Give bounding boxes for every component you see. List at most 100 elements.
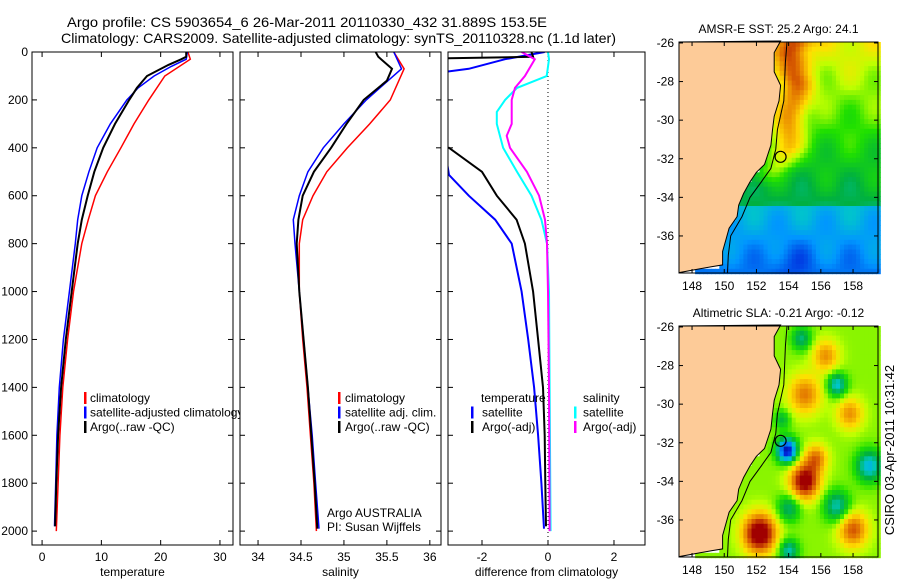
sla-cell <box>799 490 805 496</box>
sst-cell <box>779 268 785 275</box>
sst-cell <box>771 157 777 164</box>
sla-cell <box>815 403 821 409</box>
sla-cell <box>860 388 865 395</box>
sst-cell <box>751 215 757 222</box>
sla-cell <box>779 523 785 530</box>
sst-cell <box>815 148 821 154</box>
sst-cell <box>848 172 853 178</box>
sla-cell <box>767 465 773 472</box>
sst-cell <box>799 162 805 168</box>
sst-cell <box>787 181 793 188</box>
sla-cell <box>811 480 817 486</box>
sst-cell <box>836 157 841 164</box>
sst-cell <box>775 148 781 154</box>
sla-cell <box>836 533 841 539</box>
sla-cell <box>783 523 789 530</box>
sla-cell <box>803 480 809 486</box>
sst-cell <box>848 239 853 246</box>
sst-cell <box>799 181 805 188</box>
sst-cell <box>860 268 865 275</box>
sla-cell <box>852 403 857 409</box>
sla-cell <box>771 475 777 481</box>
sla-cell <box>775 465 781 472</box>
sst-cell <box>811 157 817 164</box>
sst-cell <box>787 244 793 250</box>
sst-cell <box>823 42 829 48</box>
sla-cell <box>811 422 817 428</box>
sst-cell <box>755 215 761 222</box>
sst-cell <box>852 138 857 144</box>
sla-cell <box>827 412 833 419</box>
sla-cell <box>827 451 833 457</box>
sla-cell <box>771 547 777 554</box>
sst-cell <box>799 259 805 265</box>
sst-cell <box>811 254 817 260</box>
sst-cell <box>735 239 740 246</box>
sla-cell <box>795 528 801 534</box>
sla-cell <box>811 408 817 414</box>
sst-cell <box>811 263 817 270</box>
sst-cell <box>807 133 813 140</box>
sla-cell <box>852 398 857 404</box>
sla-cell <box>827 547 833 554</box>
sla-cell <box>864 490 869 496</box>
sst-cell <box>775 104 781 111</box>
sla-cell <box>783 470 789 477</box>
sla-cell <box>775 456 781 462</box>
sst-cell <box>767 181 773 188</box>
sst-cell <box>864 42 869 48</box>
sla-cell <box>856 446 861 452</box>
sst-cell <box>735 259 740 265</box>
sst-cell <box>819 239 825 246</box>
sla-cell <box>848 538 853 544</box>
sla-cell <box>815 427 821 433</box>
sla-cell <box>731 509 736 515</box>
sst-cell <box>743 230 748 236</box>
sla-cell <box>803 437 809 443</box>
sla-cell <box>783 417 789 424</box>
sst-cell <box>723 263 728 270</box>
sst-cell <box>852 109 857 115</box>
sst-cell <box>751 259 757 265</box>
sst-cell <box>779 51 785 57</box>
sst-cell <box>795 201 801 207</box>
sst-cell <box>827 128 833 135</box>
sla-cell <box>872 359 877 366</box>
sla-cell <box>823 552 829 559</box>
sst-cell <box>848 124 853 130</box>
sst-cell <box>852 51 857 57</box>
sla-cell <box>763 465 769 472</box>
sst-cell <box>755 239 761 246</box>
sst-cell <box>791 167 797 173</box>
sst-cell <box>811 162 817 168</box>
sst-cell <box>815 230 821 236</box>
series-group <box>53 52 192 532</box>
sst-cell <box>767 162 773 168</box>
sst-cell <box>731 254 736 260</box>
sla-cell <box>815 379 821 385</box>
sst-cell <box>727 259 732 265</box>
sla-cell <box>852 446 857 452</box>
sst-cell <box>799 268 805 275</box>
sla-cell <box>840 446 845 452</box>
sla-cell <box>827 369 833 375</box>
sla-cell <box>783 456 789 462</box>
sla-cell <box>783 398 789 404</box>
sla-cell <box>844 364 849 370</box>
sla-cell <box>844 470 849 477</box>
sla-cell <box>827 538 833 544</box>
sla-cell <box>771 427 777 433</box>
sla-cell <box>864 475 869 481</box>
sla-cell <box>803 504 809 510</box>
sst-cell <box>807 259 813 265</box>
sst-cell <box>823 95 829 101</box>
sla-cell <box>775 533 781 539</box>
sst-cell <box>852 75 857 82</box>
sla-cell <box>807 408 813 414</box>
sla-cell <box>852 465 857 472</box>
sst-cell <box>832 186 837 193</box>
sst-cell <box>852 172 857 178</box>
sla-cell <box>771 451 777 457</box>
sla-cell <box>775 543 781 549</box>
sla-cell <box>795 437 801 443</box>
